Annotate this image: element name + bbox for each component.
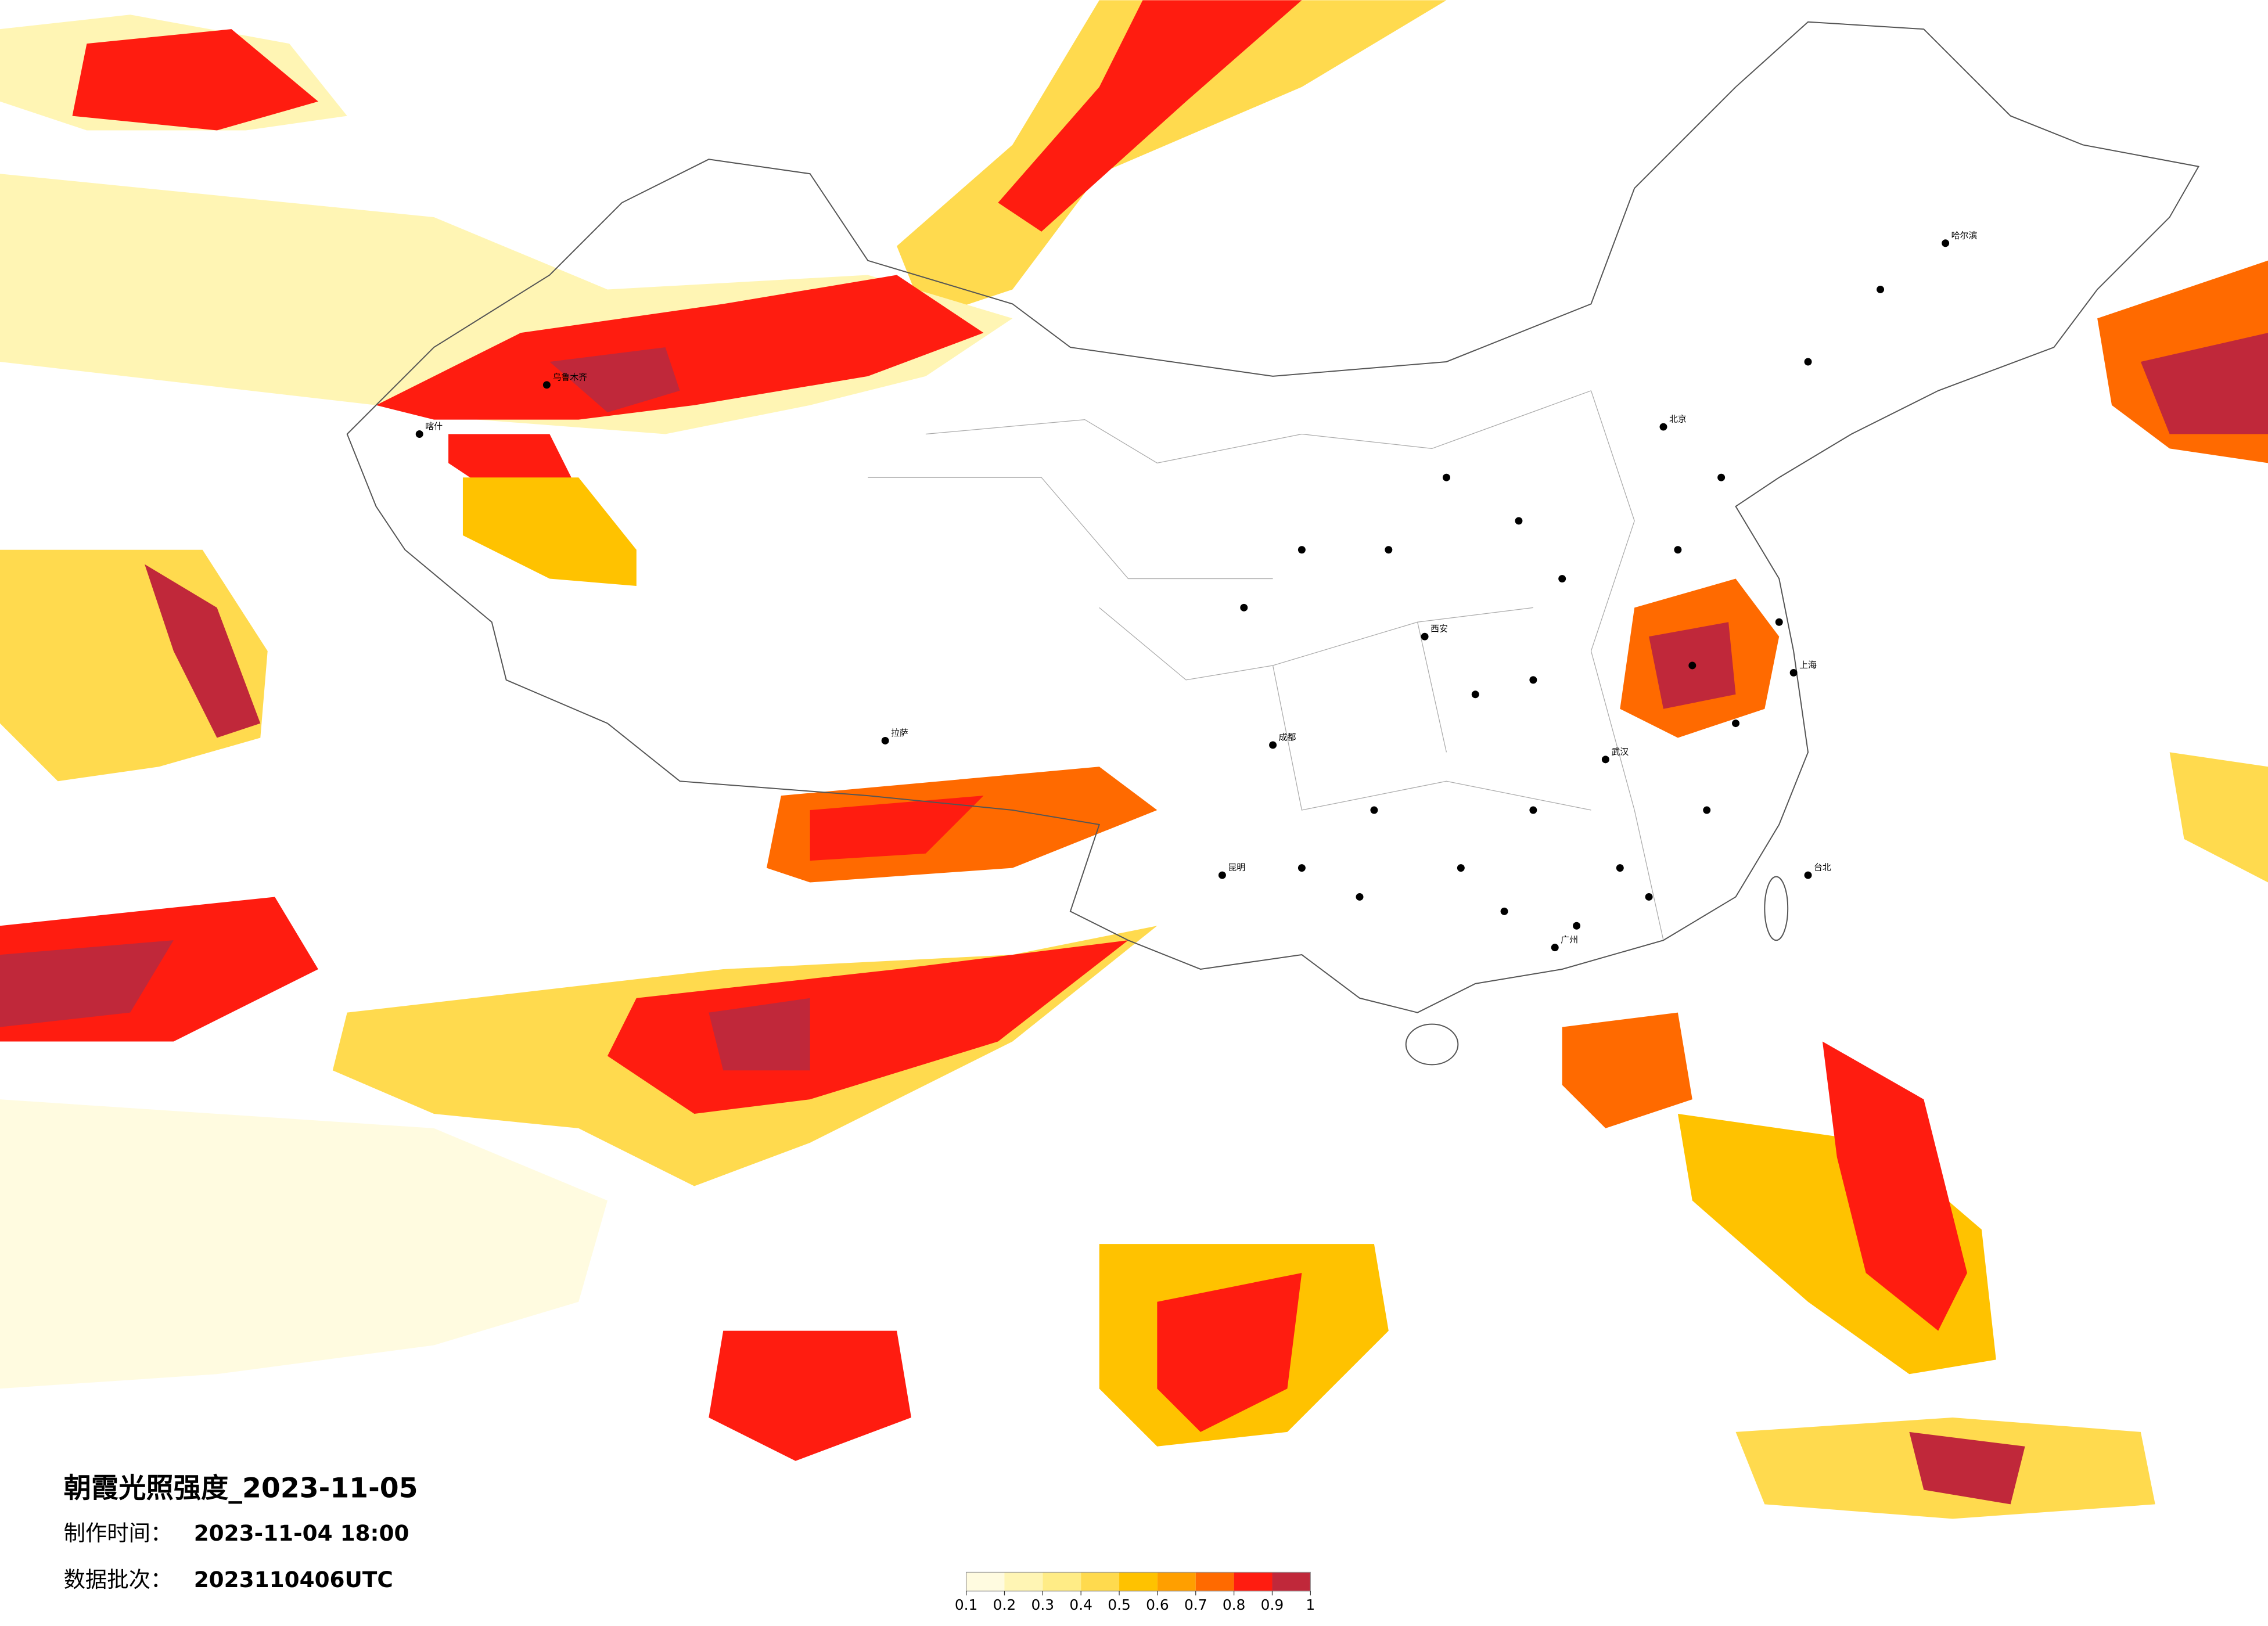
- city-label: 拉萨: [891, 728, 908, 738]
- legend-swatch: [1195, 1572, 1234, 1591]
- city-dot: [1877, 285, 1885, 293]
- city-dot: [1732, 720, 1739, 728]
- city-dot: [1659, 423, 1667, 431]
- map-title: 朝霞光照强度_2023-11-05: [64, 1473, 418, 1505]
- legend-swatch: [1157, 1572, 1196, 1591]
- boundaries: [346, 21, 2200, 1066]
- city-dot: [1269, 741, 1277, 749]
- city-label: 北京: [1669, 414, 1687, 425]
- city-dot: [1370, 806, 1378, 814]
- city-dot: [1500, 907, 1508, 915]
- legend-tick-label: 0.4: [1069, 1596, 1092, 1613]
- city-dot: [1356, 893, 1364, 901]
- city-dot: [1601, 756, 1609, 764]
- city-dot: [1240, 603, 1248, 611]
- city-label: 喀什: [425, 421, 443, 431]
- city-dot: [1297, 864, 1306, 872]
- city-dot: [1551, 944, 1559, 952]
- city-dot: [1674, 546, 1682, 554]
- city-label: 台北: [1814, 862, 1831, 873]
- legend-swatch: [1234, 1572, 1273, 1591]
- legend: 0.1 0.2 0.3 0.4 0.5 0.6 0.7 0.8 0.9 1: [955, 1571, 1315, 1613]
- legend-tick-label: 0.8: [1223, 1596, 1246, 1613]
- legend-tick-label: 0.5: [1108, 1596, 1131, 1613]
- city-dot: [1385, 546, 1393, 554]
- city-dot: [1645, 893, 1653, 901]
- heat-layer: [0, 0, 2268, 1519]
- city-label: 昆明: [1228, 862, 1245, 873]
- city-label: 成都: [1279, 732, 1296, 742]
- city-dot: [1616, 864, 1624, 872]
- legend-tick-label: 0.1: [955, 1596, 978, 1613]
- legend-frame: [965, 1571, 1311, 1592]
- city-label: 乌鲁木齐: [552, 372, 587, 382]
- legend-tick-label: 1: [1306, 1596, 1315, 1613]
- city-dot: [1442, 473, 1450, 481]
- city-dot: [1717, 473, 1726, 481]
- info-label: 制作时间：: [64, 1520, 172, 1546]
- legend-swatch: [966, 1572, 1005, 1591]
- info-label: 数据批次：: [64, 1567, 172, 1592]
- city-dot: [1529, 806, 1537, 814]
- city-dot: [542, 381, 551, 389]
- city-label: 哈尔滨: [1951, 230, 1978, 240]
- city-dot: [1703, 806, 1711, 814]
- legend-swatch: [1119, 1572, 1158, 1591]
- legend-tick-label: 0.9: [1261, 1596, 1284, 1613]
- city-label: 武汉: [1611, 746, 1629, 757]
- legend-swatch: [1004, 1572, 1043, 1591]
- city-dot: [1942, 239, 1950, 247]
- city-label: 上海: [1799, 660, 1817, 670]
- legend-swatch: [1043, 1572, 1081, 1591]
- city-label: 广州: [1561, 934, 1578, 945]
- city-dot: [1804, 358, 1812, 366]
- city-dot: [1529, 676, 1537, 684]
- legend-tick-label: 0.6: [1146, 1596, 1169, 1613]
- city-dot: [1804, 871, 1812, 879]
- city-dot: [1457, 864, 1465, 872]
- city-dot: [1775, 618, 1783, 626]
- city-dot: [1688, 661, 1696, 670]
- city-label: 西安: [1430, 624, 1448, 634]
- city-dot: [1515, 517, 1523, 525]
- legend-swatch: [1272, 1572, 1311, 1591]
- legend-tick-label: 0.2: [993, 1596, 1016, 1613]
- city-dot: [1218, 871, 1226, 879]
- city-dot: [1558, 575, 1566, 583]
- city-dot: [881, 737, 889, 744]
- city-dot: [1297, 546, 1306, 554]
- legend-tick-label: 0.3: [1031, 1596, 1055, 1613]
- info-value: 2023110406UTC: [194, 1567, 393, 1592]
- legend-tick-label: 0.7: [1184, 1596, 1207, 1613]
- legend-swatch: [1081, 1572, 1120, 1591]
- city-dot: [1573, 922, 1581, 930]
- city-dot: [1421, 632, 1429, 641]
- city-dot: [1471, 690, 1479, 699]
- city-dot: [1789, 668, 1798, 677]
- city-dot: [415, 430, 423, 438]
- info-value: 2023-11-04 18:00: [194, 1520, 409, 1546]
